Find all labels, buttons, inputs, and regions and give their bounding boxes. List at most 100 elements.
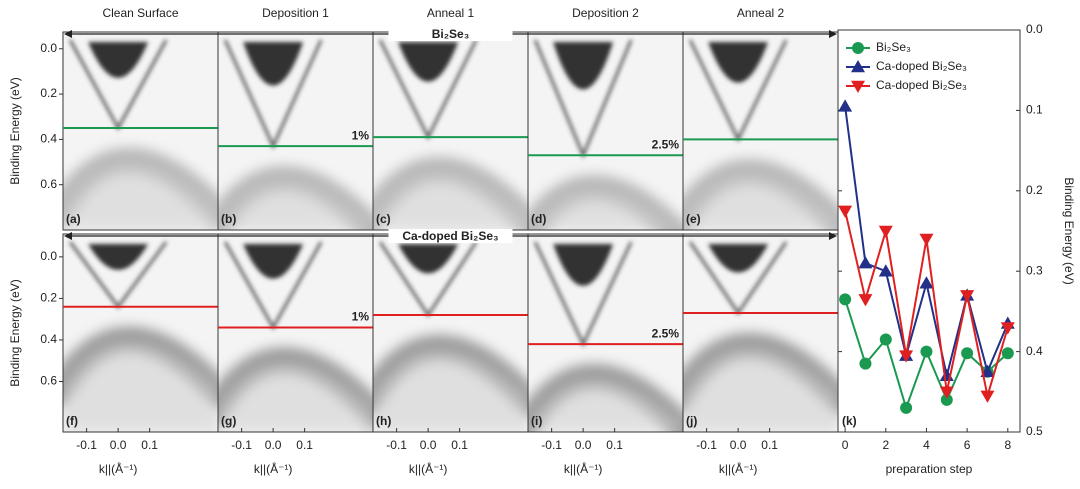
x-axis-label: k||(Å⁻¹) xyxy=(254,461,293,476)
banner-bg xyxy=(388,229,513,243)
y-tick-label: 0.0 xyxy=(40,249,57,263)
annotation: 1% xyxy=(352,128,370,142)
data-point xyxy=(838,99,853,112)
valence-fill xyxy=(218,362,373,432)
data-point xyxy=(960,290,975,303)
data-point xyxy=(879,333,892,346)
arpes-image xyxy=(683,32,838,230)
annotation: 2.5% xyxy=(652,326,680,340)
data-point xyxy=(878,264,893,277)
y-tick-label: 0.2 xyxy=(40,86,57,100)
legend-marker xyxy=(851,80,865,93)
x-axis-label: k||(Å⁻¹) xyxy=(99,461,138,476)
arpes-image xyxy=(63,32,218,230)
valence-fill xyxy=(218,181,373,230)
panel-label: (g) xyxy=(221,414,236,428)
conduction-band xyxy=(243,42,304,86)
x-tick-label: 0.1 xyxy=(761,438,778,452)
x-tick-label: 0.1 xyxy=(296,438,313,452)
column-title: Anneal 2 xyxy=(737,6,785,20)
valence-fill xyxy=(63,163,218,230)
panel-label: (c) xyxy=(376,212,391,226)
arpes-image xyxy=(373,234,528,432)
data-point xyxy=(939,386,954,399)
data-point xyxy=(858,294,873,307)
arpes-image xyxy=(683,234,838,432)
data-point xyxy=(919,233,934,247)
panel-label: (k) xyxy=(842,414,857,428)
x-tick-label: -0.1 xyxy=(541,438,562,452)
conduction-band xyxy=(553,42,614,90)
data-point xyxy=(1001,347,1014,360)
y-tick-label: 0.2 xyxy=(40,291,57,305)
x-axis-label: k||(Å⁻¹) xyxy=(564,461,603,476)
y-tick-label: 0.6 xyxy=(40,177,57,191)
arpes-image xyxy=(373,32,528,230)
banner: Bi₂Se₃ xyxy=(432,27,470,41)
x-axis-label: preparation step xyxy=(886,462,973,476)
conduction-band xyxy=(553,244,614,286)
panel-label: (a) xyxy=(66,212,81,226)
x-tick-label: 0.0 xyxy=(265,438,282,452)
annotation: 2.5% xyxy=(652,137,680,151)
y-tick-label: 0.4 xyxy=(1026,344,1043,358)
data-point xyxy=(839,293,852,306)
x-tick-label: 0.0 xyxy=(575,438,592,452)
y-tick-label: 0.4 xyxy=(40,132,57,146)
y-tick-label: 0.0 xyxy=(40,41,57,55)
column-title: Clean Surface xyxy=(102,6,178,20)
arpes-image xyxy=(218,32,373,230)
x-tick-label: 0.1 xyxy=(606,438,623,452)
x-tick-label: 0.1 xyxy=(451,438,468,452)
x-tick-label: 0.0 xyxy=(110,438,127,452)
x-axis-label: k||(Å⁻¹) xyxy=(409,461,448,476)
y-tick-label: 0.3 xyxy=(1026,263,1043,277)
legend-label: Bi₂Se₃ xyxy=(876,40,911,54)
x-tick-label: -0.1 xyxy=(386,438,407,452)
x-tick-label: 4 xyxy=(923,438,930,452)
y-tick-label: 0.0 xyxy=(1026,22,1043,36)
y-axis-label: Binding Energy (eV) xyxy=(8,279,22,386)
data-point xyxy=(980,390,995,403)
arpes-image xyxy=(63,234,218,432)
valence-fill xyxy=(373,172,528,230)
conduction-band xyxy=(708,42,769,83)
x-tick-label: -0.1 xyxy=(231,438,252,452)
annotation: 1% xyxy=(352,310,370,324)
column-title: Deposition 1 xyxy=(262,6,329,20)
data-point xyxy=(858,256,873,269)
x-tick-label: 0.0 xyxy=(420,438,437,452)
valence-fill xyxy=(683,347,838,432)
legend-label: Ca-doped Bi₂Se₃ xyxy=(876,78,967,92)
data-point xyxy=(859,357,872,370)
panel-label: (e) xyxy=(686,212,701,226)
y-axis-label: Binding Energy (eV) xyxy=(1062,177,1076,284)
valence-fill xyxy=(373,350,528,432)
y-tick-label: 0.4 xyxy=(40,332,57,346)
column-title: Deposition 2 xyxy=(572,6,639,20)
panel-label: (i) xyxy=(531,414,542,428)
valence-fill xyxy=(528,190,683,230)
x-tick-label: 6 xyxy=(964,438,971,452)
valence-fill xyxy=(528,379,683,432)
data-point xyxy=(920,345,933,358)
x-tick-label: 0.1 xyxy=(141,438,158,452)
banner-bg xyxy=(388,27,513,41)
conduction-band xyxy=(88,42,149,78)
conduction-band xyxy=(243,244,304,279)
conduction-band xyxy=(708,244,769,273)
data-point xyxy=(838,205,853,218)
x-tick-label: 8 xyxy=(1004,438,1011,452)
banner: Ca-doped Bi₂Se₃ xyxy=(402,229,498,243)
conduction-band xyxy=(398,42,459,82)
x-tick-label: 2 xyxy=(882,438,889,452)
panel-label: (j) xyxy=(686,414,697,428)
conduction-band xyxy=(88,244,149,270)
valence-fill xyxy=(63,341,218,432)
y-tick-label: 0.6 xyxy=(40,374,57,388)
arpes-image xyxy=(218,234,373,432)
data-point xyxy=(919,276,934,289)
data-point xyxy=(1000,322,1015,335)
legend-label: Ca-doped Bi₂Se₃ xyxy=(876,59,967,73)
x-tick-label: -0.1 xyxy=(696,438,717,452)
